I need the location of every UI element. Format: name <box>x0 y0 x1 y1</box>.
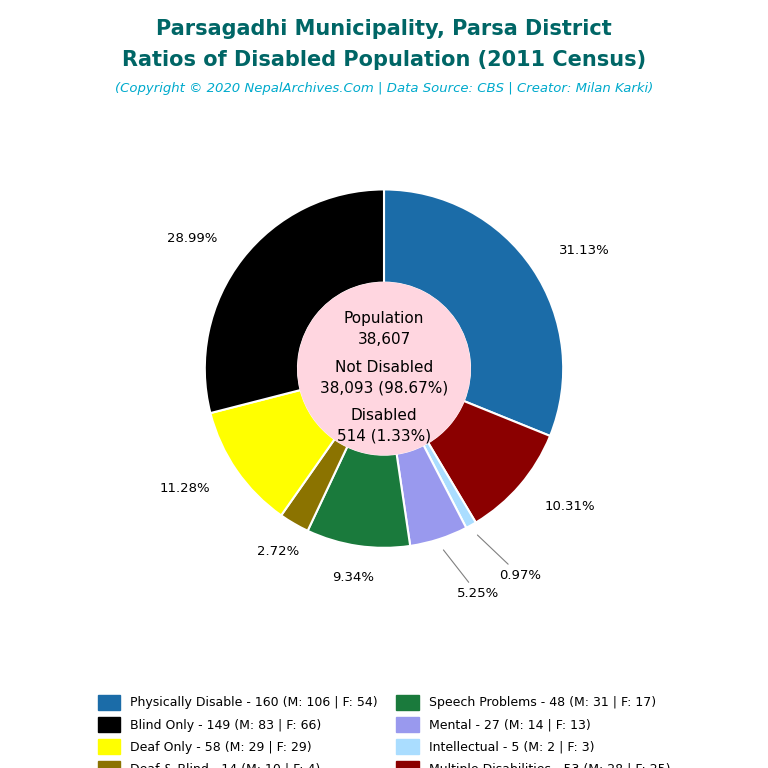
Text: 9.34%: 9.34% <box>332 571 374 584</box>
Text: 2.72%: 2.72% <box>257 545 299 558</box>
Text: 11.28%: 11.28% <box>160 482 210 495</box>
Text: (Copyright © 2020 NepalArchives.Com | Data Source: CBS | Creator: Milan Karki): (Copyright © 2020 NepalArchives.Com | Da… <box>115 82 653 95</box>
Text: Population
38,607: Population 38,607 <box>344 311 424 347</box>
Text: Disabled
514 (1.33%): Disabled 514 (1.33%) <box>337 408 431 444</box>
Text: Parsagadhi Municipality, Parsa District: Parsagadhi Municipality, Parsa District <box>156 19 612 39</box>
Text: 5.25%: 5.25% <box>443 550 498 601</box>
Text: Not Disabled
38,093 (98.67%): Not Disabled 38,093 (98.67%) <box>320 359 448 396</box>
Text: Ratios of Disabled Population (2011 Census): Ratios of Disabled Population (2011 Cens… <box>122 50 646 70</box>
Circle shape <box>298 283 470 455</box>
Wedge shape <box>210 390 335 515</box>
Wedge shape <box>308 446 410 548</box>
Wedge shape <box>205 190 384 413</box>
Wedge shape <box>281 439 347 531</box>
Wedge shape <box>384 190 563 436</box>
Text: 28.99%: 28.99% <box>167 233 217 246</box>
Legend: Physically Disable - 160 (M: 106 | F: 54), Blind Only - 149 (M: 83 | F: 66), Dea: Physically Disable - 160 (M: 106 | F: 54… <box>98 695 670 768</box>
Text: 10.31%: 10.31% <box>545 500 595 513</box>
Wedge shape <box>423 442 476 528</box>
Wedge shape <box>396 445 466 546</box>
Wedge shape <box>428 401 550 522</box>
Text: 31.13%: 31.13% <box>559 244 610 257</box>
Text: 0.97%: 0.97% <box>478 535 541 582</box>
